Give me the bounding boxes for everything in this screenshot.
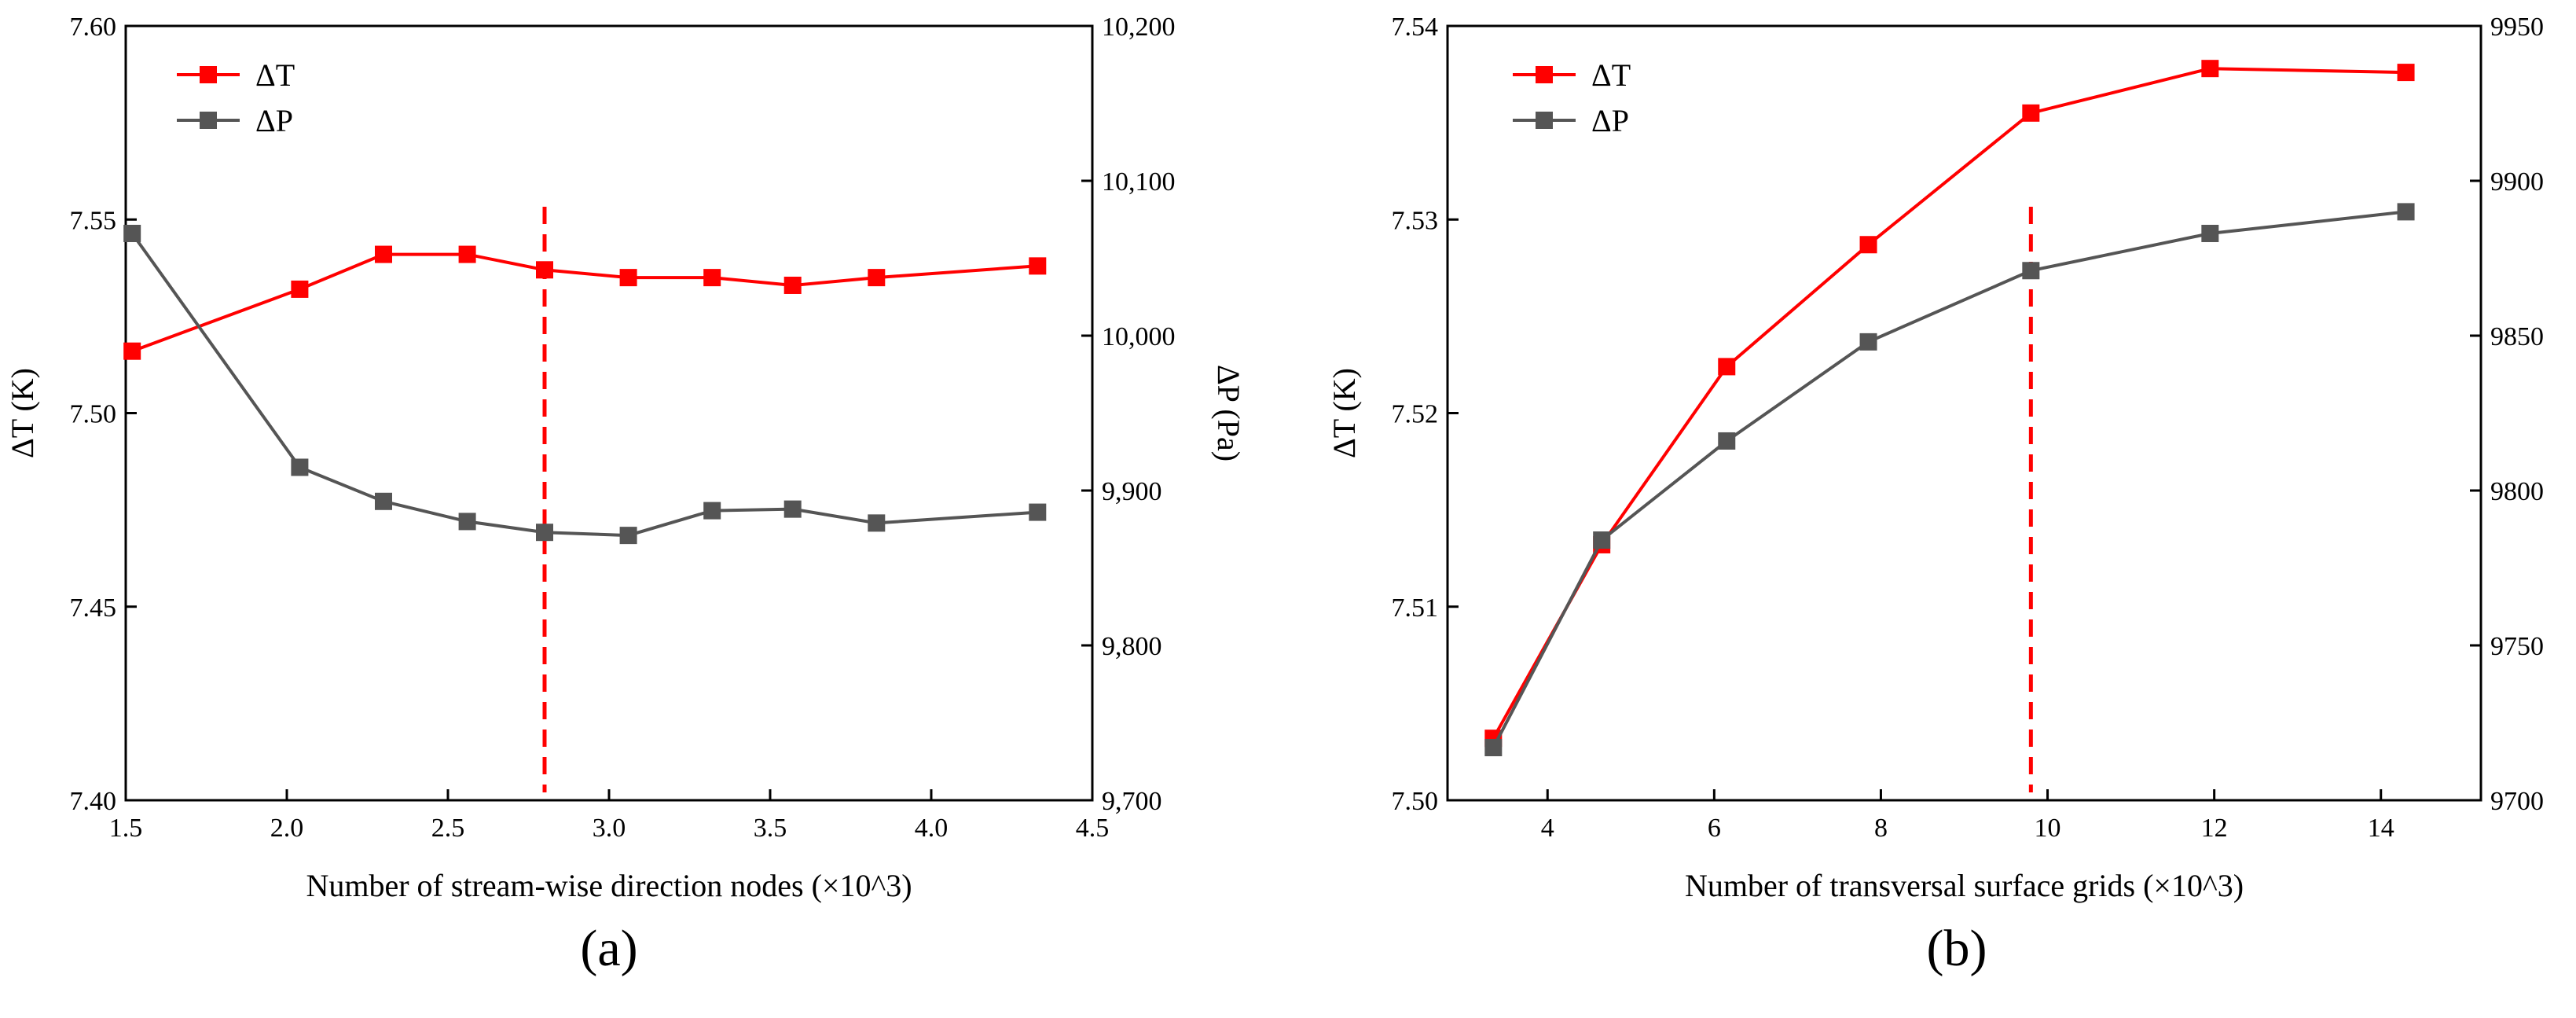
data-point [1859,236,1877,254]
y-right-tick-label: 9,800 [1102,632,1162,661]
series-line [1492,210,2406,748]
y-left-tick-label: 7.50 [70,400,117,429]
data-point [703,502,721,520]
data-point [458,245,476,263]
data-point [291,458,309,476]
y-left-tick-label: 7.50 [1392,787,1439,816]
data-point [2397,64,2415,82]
legend-label: ΔT [255,57,295,93]
y-right-tick-label: 9950 [2490,13,2544,42]
series-dP [1484,203,2415,757]
y-left-tick-label: 7.53 [1392,206,1439,235]
legend-marker [200,66,217,83]
data-point [2022,262,2040,280]
plot-frame [1446,24,2482,802]
series-dT [123,245,1047,360]
data-point [123,224,141,242]
y-right-tick-label: 9800 [2490,477,2544,506]
legend-label: ΔP [255,103,293,138]
y-right-tick-label: 9850 [2490,322,2544,351]
data-point [783,500,802,518]
data-point [375,492,392,510]
x-tick-label: 1.5 [109,814,143,843]
data-point [2201,224,2219,242]
panel-label: (a) [580,920,637,977]
data-point [375,245,392,263]
data-point [868,514,886,532]
data-point [2397,203,2415,221]
y-right-tick-label: 9,700 [1102,787,1162,816]
data-point [536,524,553,542]
y-left-tick-label: 7.52 [1392,400,1439,429]
y-left-tick-label: 7.60 [70,13,117,42]
legend-marker [1536,112,1553,129]
chart-panel-a: 1.5 2.0 2.5 3.0 3.5 4.0 4.5 7.40 7.45 7.50 7.55 7.6… [5,13,1246,977]
y-left-tick-label: 7.55 [70,206,117,235]
data-point [1859,333,1877,351]
y-left-tick-label: 7.45 [70,594,117,623]
legend-marker [200,112,217,129]
series-dT [1484,60,2415,748]
x-tick-label: 12 [2201,814,2228,843]
panel-label: (b) [1927,920,1987,977]
x-axis-title: Number of transversal surface grids (×10… [1685,868,2244,903]
data-point [458,513,476,531]
legend-marker [1536,66,1553,83]
y-right-axis-title: ΔP (Pa) [1211,365,1246,461]
data-point [2201,60,2219,78]
data-point [1029,503,1047,521]
x-tick-label: 2.0 [270,814,304,843]
x-tick-label: 4.0 [915,814,949,843]
legend-entry-dT: ΔT [177,57,295,93]
y-right-tick-label: 9900 [2490,167,2544,197]
y-left-axis-title: ΔT (K) [1327,368,1362,458]
x-tick-label: 4.5 [1076,814,1110,843]
x-tick-label: 14 [2368,814,2394,843]
data-point [1718,432,1736,450]
y-right-tick-label: 9,900 [1102,477,1162,506]
data-point [291,280,309,298]
x-tick-label: 3.5 [754,814,787,843]
y-right-tick-label: 9700 [2490,787,2544,816]
x-axis-title: Number of stream-wise direction nodes (×… [306,868,912,903]
data-point [1593,531,1611,549]
plot-frame [124,24,1094,802]
data-point [703,269,721,287]
x-tick-label: 3.0 [593,814,626,843]
data-point [868,269,886,287]
data-point [123,342,141,360]
x-tick-label: 10 [2035,814,2061,843]
x-tick-label: 8 [1874,814,1888,843]
y-right-tick-label: 10,000 [1102,322,1176,351]
y-right-tick-label: 10,100 [1102,167,1176,197]
legend-entry-dP: ΔP [1513,103,1629,138]
data-point [1029,257,1047,275]
y-left-tick-label: 7.54 [1392,13,1439,42]
series-line [130,232,1038,538]
series-dP [123,224,1047,545]
data-point [619,527,637,545]
series-line [131,252,1038,353]
data-point [1484,739,1503,757]
legend-entry-dP: ΔP [177,103,293,138]
y-left-axis-title: ΔT (K) [5,368,40,458]
data-point [536,261,553,279]
data-point [2022,104,2040,122]
data-point [1718,358,1736,376]
legend-entry-dT: ΔT [1513,57,1631,93]
data-point [619,269,637,287]
x-tick-label: 6 [1708,814,1721,843]
chart-panel-b: 4 6 8 10 12 14 7.50 7.51 7.52 7.53 7.54 9700 9750 980… [1327,13,2544,977]
legend-label: ΔT [1591,57,1631,93]
y-right-tick-label: 10,200 [1102,13,1176,42]
series-line [1492,67,2406,740]
data-point [783,276,802,294]
y-right-tick-label: 9750 [2490,632,2544,661]
legend-label: ΔP [1591,103,1629,138]
x-tick-label: 2.5 [431,814,465,843]
y-left-tick-label: 7.40 [70,787,117,816]
x-tick-label: 4 [1541,814,1554,843]
y-left-tick-label: 7.51 [1392,594,1439,623]
